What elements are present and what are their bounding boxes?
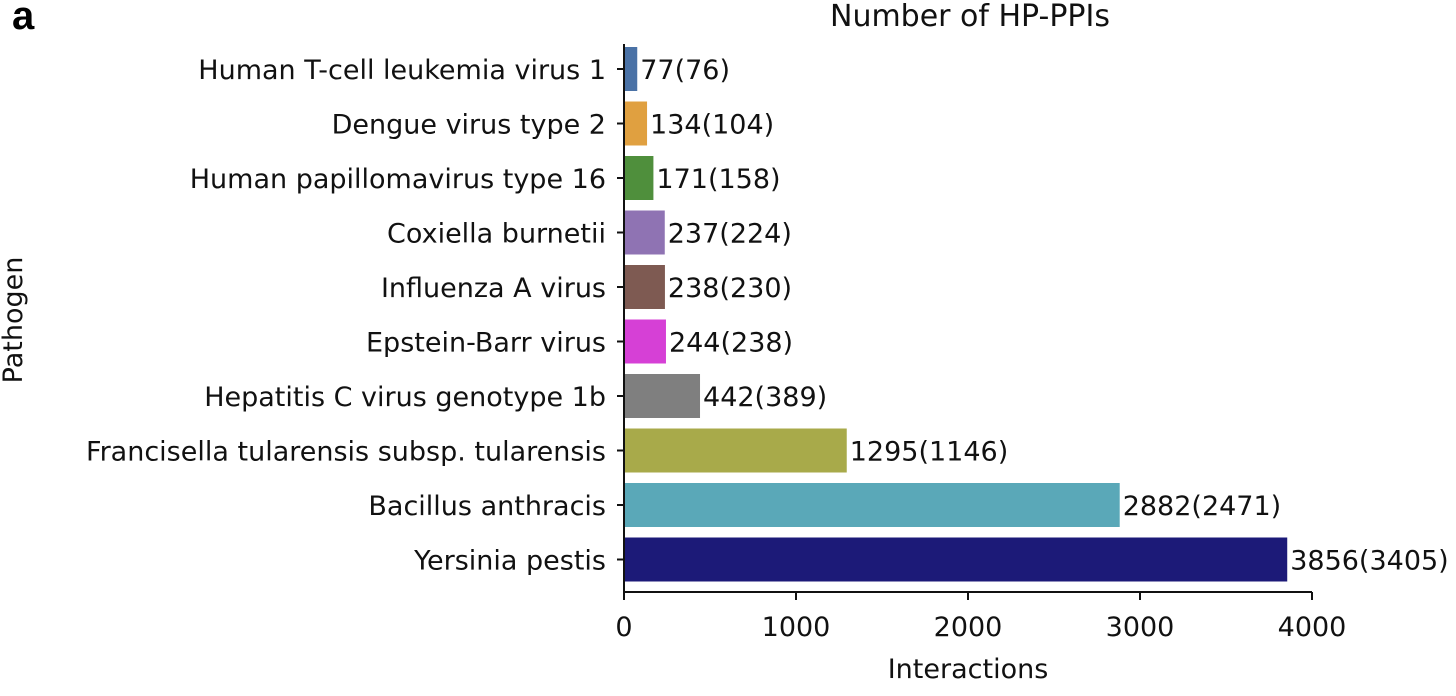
data-label: 3856(3405)	[1290, 546, 1449, 577]
y-tick-label: Coxiella burnetii	[387, 219, 606, 250]
y-tick-label: Hepatitis C virus genotype 1b	[204, 382, 606, 413]
bar	[624, 374, 701, 418]
data-label: 244(238)	[669, 328, 793, 359]
panel-label: a	[12, 0, 35, 38]
data-label: 237(224)	[668, 219, 792, 250]
data-label: 2882(2471)	[1123, 491, 1282, 522]
bar	[624, 101, 648, 146]
y-axis-label: Pathogen	[0, 257, 29, 384]
x-tick-label: 3000	[1106, 612, 1175, 643]
data-label: 442(389)	[703, 382, 827, 413]
axes-group: Human T-cell leukemia virus 1 Dengue viru…	[86, 44, 1346, 643]
x-tick-label: 0	[615, 612, 632, 643]
y-tick-label: Bacillus anthracis	[368, 491, 606, 522]
x-tick-label: 2000	[934, 612, 1003, 643]
bar	[624, 483, 1120, 527]
y-tick-label: Human papillomavirus type 16	[190, 164, 606, 195]
y-tick-label: Dengue virus type 2	[332, 110, 606, 141]
x-axis-label: Interactions	[888, 654, 1049, 685]
bar	[624, 319, 666, 364]
bar	[624, 210, 665, 255]
bars-group: 77(76) 134(104) 171(158) 237(224) 238(230) 24…	[624, 47, 1449, 582]
data-label: 238(230)	[668, 273, 792, 304]
bar	[624, 428, 847, 473]
bar	[624, 47, 638, 91]
data-label: 1295(1146)	[850, 437, 1009, 468]
bar	[624, 537, 1288, 582]
y-tick-label: Yersinia pestis	[413, 546, 606, 577]
data-label: 134(104)	[650, 110, 774, 141]
y-tick-label: Epstein-Barr virus	[366, 328, 606, 359]
data-label: 77(76)	[640, 55, 730, 86]
x-tick-label: 4000	[1278, 612, 1347, 643]
x-tick-label: 1000	[762, 612, 831, 643]
y-tick-label: Human T-cell leukemia virus 1	[198, 55, 606, 86]
data-label: 171(158)	[656, 164, 780, 195]
y-tick-label: Francisella tularensis subsp. tularensis	[86, 437, 606, 468]
bar	[624, 265, 665, 309]
chart-title: Number of HP-PPIs	[830, 0, 1110, 34]
bar	[624, 156, 654, 200]
y-tick-label: Influenza A virus	[381, 273, 606, 304]
